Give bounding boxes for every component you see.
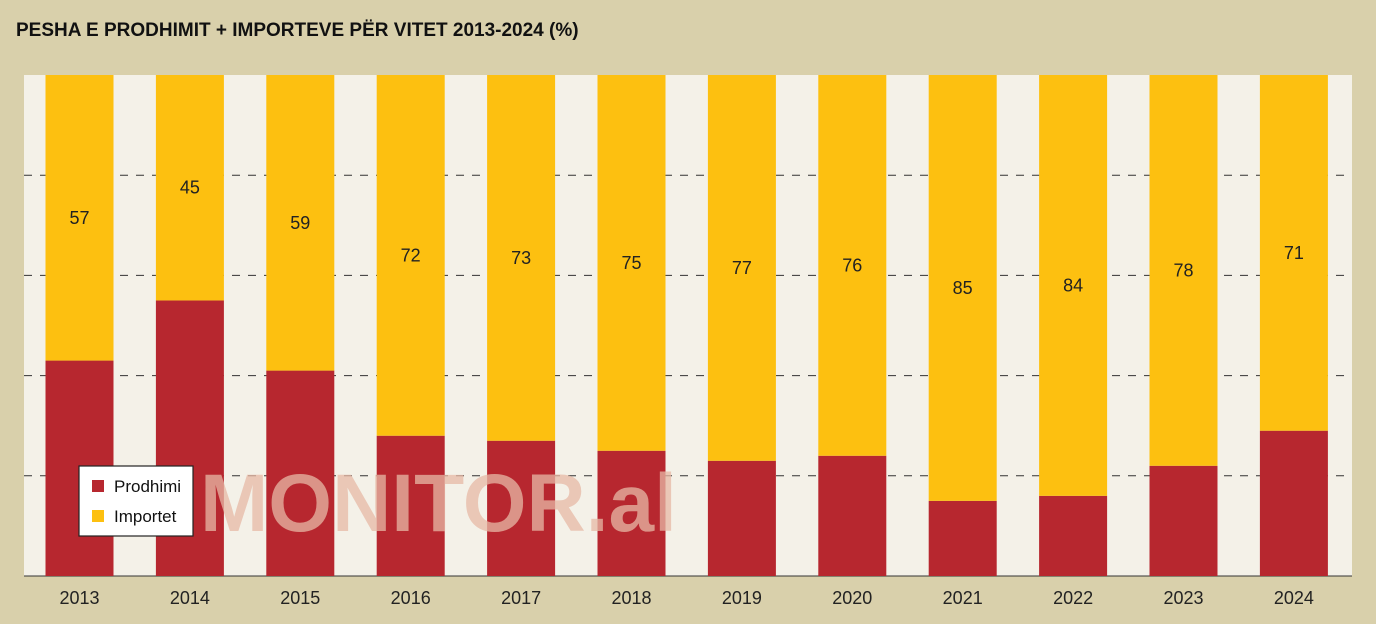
data-label-2015: 59 bbox=[290, 213, 310, 233]
data-label-2019: 77 bbox=[732, 258, 752, 278]
bar-importet-2017 bbox=[487, 75, 556, 441]
bar-prodhimi-2022 bbox=[1039, 495, 1108, 576]
data-label-2014: 45 bbox=[180, 178, 200, 198]
x-tick-label: 2020 bbox=[832, 588, 872, 608]
legend-label-importet: Importet bbox=[114, 507, 177, 526]
bar-importet-2024 bbox=[1259, 75, 1328, 431]
bar-importet-2020 bbox=[818, 75, 887, 456]
chart-title: PESHA E PRODHIMIT + IMPORTEVE PËR VITET … bbox=[16, 20, 579, 41]
data-label-2022: 84 bbox=[1063, 275, 1083, 295]
x-tick-label: 2024 bbox=[1274, 588, 1314, 608]
bar-importet-2015 bbox=[266, 75, 335, 371]
bars bbox=[45, 75, 1328, 576]
x-tick-label: 2017 bbox=[501, 588, 541, 608]
data-label-2021: 85 bbox=[953, 278, 973, 298]
bar-importet-2014 bbox=[155, 75, 224, 301]
x-tick-label: 2013 bbox=[59, 588, 99, 608]
x-tick-label: 2016 bbox=[391, 588, 431, 608]
data-label-2023: 78 bbox=[1173, 260, 1193, 280]
bar-prodhimi-2018 bbox=[597, 450, 666, 576]
x-tick-label: 2021 bbox=[943, 588, 983, 608]
bar-importet-2021 bbox=[928, 75, 997, 501]
x-tick-label: 2022 bbox=[1053, 588, 1093, 608]
bar-importet-2013 bbox=[45, 75, 114, 361]
bar-prodhimi-2017 bbox=[487, 440, 556, 576]
bar-prodhimi-2021 bbox=[928, 500, 997, 576]
legend-swatch-prodhimi bbox=[92, 480, 104, 492]
plot-background bbox=[24, 75, 1352, 576]
x-axis-ticks: 2013 2014 2015 2016 2017 2018 2019 2020 2021 2022… bbox=[59, 588, 1313, 608]
bar-prodhimi-2016 bbox=[376, 435, 445, 576]
data-label-2017: 73 bbox=[511, 248, 531, 268]
data-label-2016: 72 bbox=[401, 245, 421, 265]
bar-prodhimi-2020 bbox=[818, 455, 887, 576]
watermark: MONITOR.al bbox=[200, 458, 677, 549]
gridlines bbox=[24, 174, 1352, 577]
data-labels: 57 45 59 72 73 75 77 76 85 84 78 71 bbox=[69, 178, 1303, 298]
data-label-2024: 71 bbox=[1284, 243, 1304, 263]
bar-importet-2016 bbox=[376, 75, 445, 436]
x-tick-label: 2018 bbox=[611, 588, 651, 608]
legend-swatch-importet bbox=[92, 510, 104, 522]
x-tick-label: 2015 bbox=[280, 588, 320, 608]
bar-importet-2019 bbox=[707, 75, 776, 461]
legend: Prodhimi Importet bbox=[78, 465, 194, 537]
plot-area bbox=[24, 75, 1352, 576]
data-label-2013: 57 bbox=[69, 208, 89, 228]
watermark-text: MONITOR.al bbox=[200, 458, 677, 549]
data-label-2018: 75 bbox=[621, 253, 641, 273]
legend-label-prodhimi: Prodhimi bbox=[114, 477, 181, 496]
x-tick-label: 2014 bbox=[170, 588, 210, 608]
bar-importet-2022 bbox=[1039, 75, 1108, 496]
x-tick-label: 2023 bbox=[1163, 588, 1203, 608]
bar-prodhimi-2024 bbox=[1259, 430, 1328, 576]
bar-prodhimi-2019 bbox=[707, 460, 776, 576]
bar-prodhimi-2015 bbox=[266, 370, 335, 576]
x-tick-label: 2019 bbox=[722, 588, 762, 608]
legend-box bbox=[78, 465, 194, 537]
bar-prodhimi-2023 bbox=[1149, 465, 1218, 576]
bar-importet-2023 bbox=[1149, 75, 1218, 466]
data-label-2020: 76 bbox=[842, 255, 862, 275]
bar-importet-2018 bbox=[597, 75, 666, 451]
